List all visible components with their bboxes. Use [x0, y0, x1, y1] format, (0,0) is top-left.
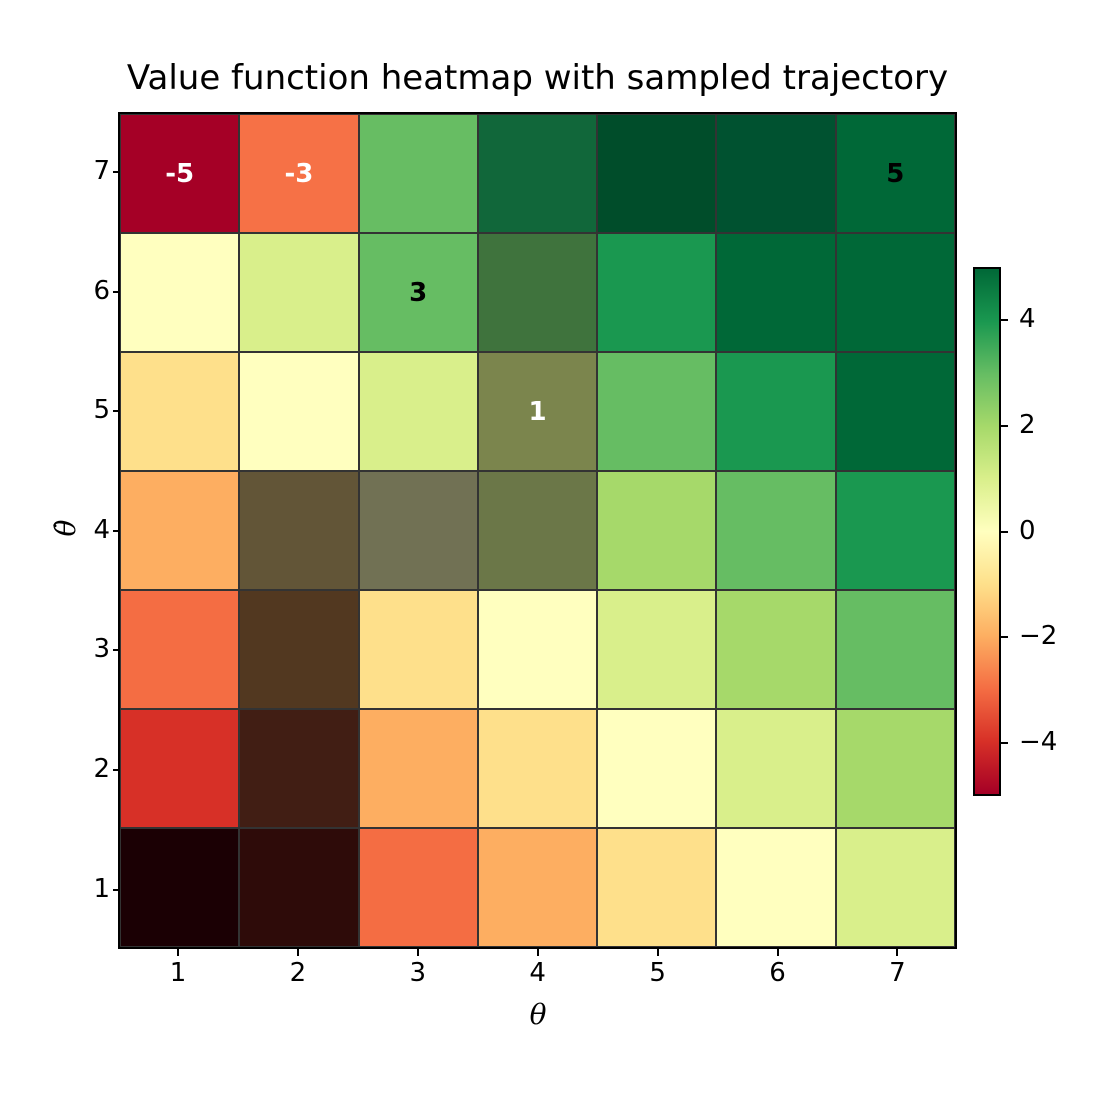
x-axis-label: θ — [529, 998, 547, 1031]
x-tick-label: 3 — [398, 949, 438, 988]
x-tick-label: 2 — [278, 949, 318, 988]
heatmap-cell — [597, 471, 717, 590]
heatmap-cell — [716, 471, 836, 590]
heatmap-cell — [716, 352, 836, 471]
heatmap-cell — [120, 709, 240, 828]
y-tick-label: 1 — [76, 874, 120, 904]
colorbar-tick-label: 4 — [1001, 304, 1036, 334]
heatmap-cell — [239, 828, 359, 947]
heatmap-cell — [597, 233, 717, 352]
colorbar — [973, 267, 1001, 796]
heatmap-cell — [477, 471, 598, 590]
heatmap-cell: -5 — [120, 114, 240, 233]
heatmap-cell — [120, 828, 240, 947]
heatmap-cell — [835, 233, 955, 352]
chart-title: Value function heatmap with sampled traj… — [126, 58, 949, 98]
heatmap-cell — [120, 471, 240, 590]
heatmap-cell — [120, 590, 240, 709]
heatmap-cell — [239, 590, 359, 709]
heatmap-cell — [477, 233, 598, 352]
heatmap-cell — [835, 828, 955, 947]
colorbar-tick-label: 0 — [1001, 516, 1036, 546]
heatmap-cell — [120, 233, 240, 352]
heatmap-cell — [358, 709, 478, 828]
heatmap-cell — [477, 828, 598, 947]
heatmap-cell — [477, 590, 598, 709]
y-tick-label: 7 — [76, 156, 120, 186]
heatmap-cell — [597, 114, 717, 233]
heatmap-cell — [716, 233, 836, 352]
heatmap-cell: 1 — [477, 352, 598, 471]
x-tick-label: 6 — [758, 949, 798, 988]
heatmap-cell — [716, 590, 836, 709]
heatmap-cell — [239, 233, 359, 352]
heatmap-cell: -3 — [239, 114, 359, 233]
heatmap-cell: 3 — [358, 233, 478, 352]
y-tick-label: 5 — [76, 395, 120, 425]
y-tick-label: 6 — [76, 276, 120, 306]
y-axis-label: θ̇ — [49, 519, 82, 537]
heatmap-cell — [597, 709, 717, 828]
heatmap-cell — [358, 114, 478, 233]
x-tick-label: 4 — [518, 949, 558, 988]
y-tick-label: 3 — [76, 634, 120, 664]
y-tick-label: 2 — [76, 754, 120, 784]
heatmap-cell — [477, 709, 598, 828]
heatmap-cell — [716, 828, 836, 947]
heatmap-cell — [239, 352, 359, 471]
heatmap-cell — [239, 709, 359, 828]
heatmap-cell — [716, 114, 836, 233]
heatmap-cell — [835, 590, 955, 709]
heatmap-cell — [835, 352, 955, 471]
heatmap-grid: -5 -3 5 3 1 — [118, 112, 957, 949]
heatmap-cell — [358, 828, 478, 947]
x-tick-label: 5 — [638, 949, 678, 988]
heatmap-cell — [597, 828, 717, 947]
x-tick-label: 7 — [877, 949, 917, 988]
x-tick-label: 1 — [158, 949, 198, 988]
colorbar-tick-label: −2 — [1000, 621, 1057, 651]
y-tick-label: 4 — [76, 515, 120, 545]
heatmap-cell — [716, 709, 836, 828]
heatmap-cell — [358, 471, 478, 590]
colorbar-tick-label: −4 — [1000, 727, 1057, 757]
heatmap-cell — [597, 352, 717, 471]
heatmap-cell: 5 — [835, 114, 955, 233]
heatmap-cell — [358, 590, 478, 709]
heatmap-cell — [239, 471, 359, 590]
heatmap-cell — [597, 590, 717, 709]
colorbar-tick-label: 2 — [1001, 410, 1036, 440]
heatmap-cell — [120, 352, 240, 471]
heatmap-cell — [835, 709, 955, 828]
heatmap-cell — [358, 352, 478, 471]
heatmap-cell — [835, 471, 955, 590]
heatmap-cell — [477, 114, 598, 233]
